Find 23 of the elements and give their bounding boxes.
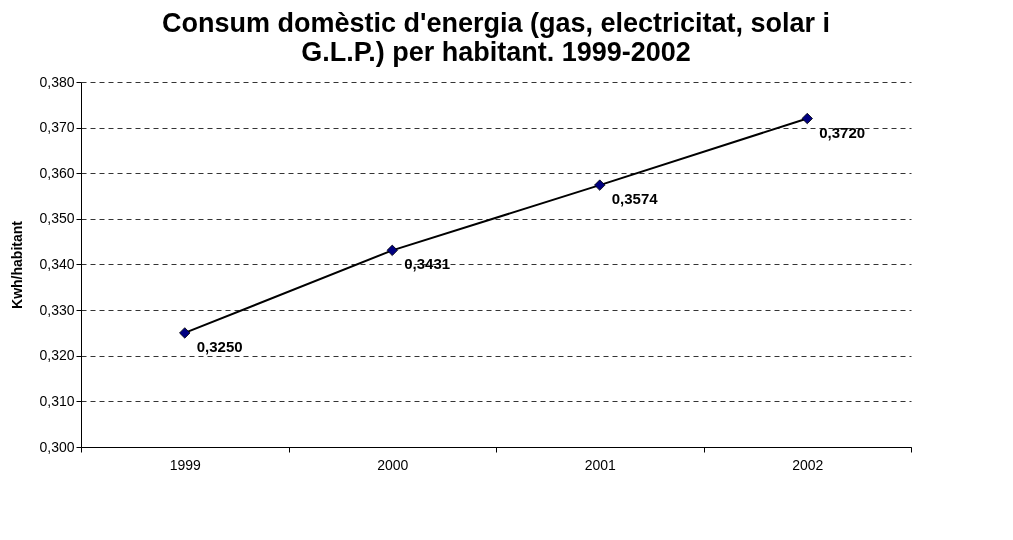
point <box>179 327 191 339</box>
y-tick-label: 0,320 <box>39 347 75 364</box>
x-tick-label: 1999 <box>169 456 202 473</box>
data-label: 0,3431 <box>404 255 451 273</box>
data-label: 0,3720 <box>819 123 866 141</box>
y-tick-label: 0,310 <box>39 392 75 409</box>
point <box>386 244 398 256</box>
chart-title: Consum domèstic d'energia (gas, electricitat, solar i G.L.P.) per habitant. 1999-2002 <box>161 8 831 67</box>
data-label: 0,3250 <box>196 337 243 355</box>
y-tick-label: 0,300 <box>39 438 75 455</box>
y-tick-label: 0,360 <box>39 164 75 181</box>
y-tick-label: 0,340 <box>39 256 75 272</box>
y-tick-label: 0,370 <box>39 119 75 136</box>
x-tick-label: 2002 <box>792 456 824 473</box>
point <box>801 112 813 125</box>
y-tick-label: 0,330 <box>39 301 75 318</box>
point <box>594 179 606 191</box>
y-tick-label: 0,380 <box>39 73 75 90</box>
y-tick-label: 0,350 <box>39 210 75 227</box>
x-tick-label: 2001 <box>584 456 617 473</box>
data-label: 0,3574 <box>611 190 659 208</box>
y-axis-title: Kwh/habitant <box>9 220 26 309</box>
x-tick-label: 2000 <box>377 456 409 473</box>
